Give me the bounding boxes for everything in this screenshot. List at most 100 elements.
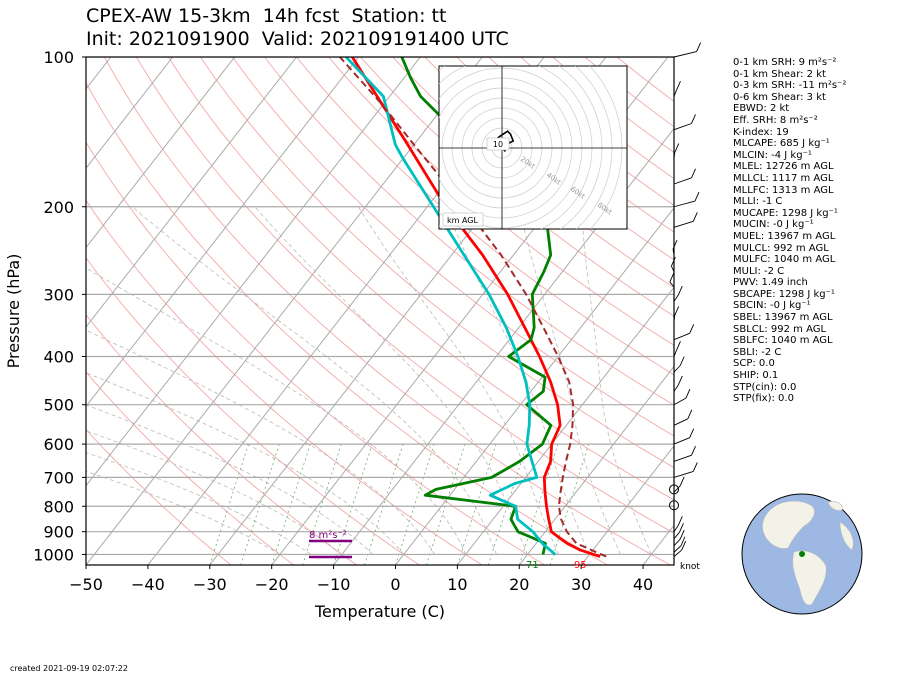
dry-adiabat	[135, 57, 674, 534]
wind-barb	[673, 418, 689, 426]
chart-title: CPEX-AW 15-3km 14h fcst Station: tt	[86, 5, 447, 27]
dry-adiabat	[392, 57, 674, 289]
wind-barb	[673, 315, 676, 322]
wind-barb-flag	[677, 375, 683, 386]
x-tick-label: 30	[571, 575, 591, 594]
mixing-ratio-line	[395, 443, 435, 565]
x-tick-label: 0	[390, 575, 400, 594]
stat-line: 0-6 km Shear: 3 kt	[733, 91, 826, 103]
isotherm	[86, 57, 236, 249]
wind-barb	[673, 294, 679, 302]
stat-line: SHIP: 0.1	[733, 370, 779, 382]
dry-adiabat	[86, 141, 546, 565]
dry-adiabat	[296, 57, 674, 376]
wind-barb-flag	[696, 42, 702, 52]
wind-barb-flag	[681, 540, 687, 551]
hodograph-frame	[438, 65, 628, 230]
stat-line: SCP: 0.0	[733, 358, 775, 370]
stat-line: SBEL: 13967 m AGL	[733, 312, 833, 324]
wind-barb-flag	[691, 114, 696, 124]
moist-adiabat	[86, 372, 405, 555]
x-tick-label: −10	[317, 575, 351, 594]
north-america-shape	[762, 500, 815, 549]
dry-adiabat	[86, 257, 420, 565]
wind-barb	[673, 538, 681, 546]
wind-barb	[673, 454, 692, 462]
wind-barb-flag	[674, 143, 680, 153]
wind-barb	[673, 525, 679, 532]
wind-barb-flag	[689, 324, 695, 334]
y-axis-label: Pressure (hPa)	[4, 254, 23, 369]
moist-adiabat	[445, 206, 590, 555]
y-tick-label: 100	[43, 48, 74, 67]
series-line-3	[339, 57, 607, 558]
stat-line: MLLI: -1 C	[733, 196, 783, 208]
moist-adiabat	[131, 206, 497, 555]
moist-adiabat	[86, 470, 281, 555]
wind-barb-flag	[691, 168, 696, 178]
stat-line: STP(cin): 0.0	[733, 381, 797, 393]
x-tick-label: 10	[447, 575, 467, 594]
srh-label: 8 m²s⁻²	[309, 530, 347, 541]
x-tick-label: −20	[255, 575, 289, 594]
mixing-ratio-line	[457, 443, 497, 565]
mixing-ratio-line	[333, 443, 373, 565]
mixing-ratio-line	[426, 443, 466, 565]
wind-barb-flag	[677, 516, 683, 526]
wind-barb	[673, 350, 677, 357]
x-tick-label: −30	[193, 575, 227, 594]
mixing-ratio-line	[271, 443, 311, 565]
wind-barb	[673, 200, 696, 208]
wind-barb	[673, 332, 690, 341]
moist-adiabat	[518, 206, 621, 555]
isotherm	[580, 445, 674, 565]
isotherm	[518, 365, 674, 565]
y-tick-label: 400	[43, 348, 74, 367]
stat-line: MUEL: 13967 m AGL	[733, 230, 836, 242]
wind-barb	[673, 485, 681, 493]
dry-adiabat	[86, 428, 232, 565]
wind-barb	[673, 549, 682, 557]
wind-barb	[673, 470, 694, 478]
wind-barb-flag	[691, 446, 696, 456]
calm-wind-circle	[669, 484, 679, 495]
africa-shape	[839, 521, 854, 551]
isotherm	[86, 57, 297, 328]
wind-barb-flag	[692, 462, 698, 472]
y-tick-label: 600	[43, 435, 74, 454]
wind-barb	[673, 123, 692, 131]
wind-barb-flag	[689, 428, 695, 438]
wind-barb-flag	[679, 356, 685, 366]
stat-line: MULCL: 992 m AGL	[733, 242, 829, 254]
stat-line: MULI: -2 C	[733, 265, 785, 277]
stat-line: SBCIN: -0 J kg⁻¹	[733, 300, 811, 312]
stat-line: Eff. SRH: 8 m²s⁻²	[733, 114, 818, 126]
x-tick-label: 40	[633, 575, 653, 594]
wind-barb-flag	[670, 256, 676, 267]
created-timestamp: created 2021-09-19 02:07:22	[10, 664, 128, 673]
mixing-ratio-line	[209, 443, 249, 565]
stat-line: SBLI: -2 C	[733, 346, 782, 358]
dry-adiabat	[86, 199, 483, 565]
wind-barb	[673, 532, 680, 540]
stat-line: 0-1 km Shear: 2 kt	[733, 68, 826, 80]
greenland-shape	[827, 501, 843, 511]
stat-line: 0-1 km SRH: 9 m²s⁻²	[733, 57, 837, 68]
wind-barb-flag	[692, 212, 698, 222]
dry-adiabat	[168, 57, 674, 501]
wind-barb	[673, 397, 687, 406]
wind-barb-flag	[694, 191, 700, 202]
mixing-ratio-line	[549, 443, 590, 565]
stat-line: EBWD: 2 kt	[733, 103, 790, 115]
isotherm	[86, 57, 421, 487]
stat-line: PWV: 1.49 inch	[733, 277, 808, 289]
y-tick-label: 900	[43, 523, 74, 542]
south-america-shape	[792, 550, 827, 606]
wind-barb	[673, 545, 682, 553]
wind-barb-flag	[679, 529, 685, 540]
wind-barb-flag	[679, 523, 684, 533]
wind-barb-flag	[672, 240, 678, 250]
wind-barb	[669, 281, 675, 288]
stat-line: K-index: 19	[733, 126, 789, 138]
stat-line: SBLFC: 1040 m AGL	[733, 335, 833, 347]
